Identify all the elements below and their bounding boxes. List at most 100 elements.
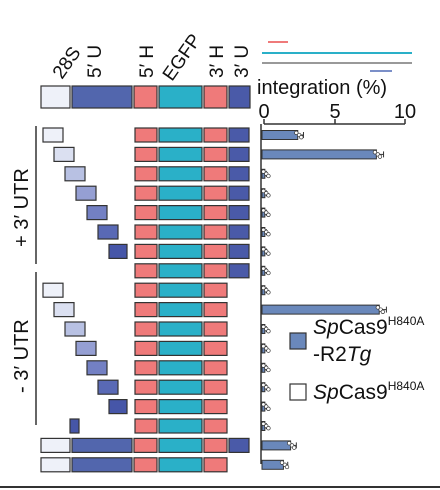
- replicate-point: [261, 188, 266, 194]
- row-3h: [203, 379, 228, 395]
- row-5h: [134, 360, 158, 376]
- row-egfp: [158, 457, 203, 473]
- row-5u: [71, 457, 133, 473]
- staircase-block: [86, 360, 108, 376]
- legend-line2-pre: -R2: [313, 343, 347, 366]
- replicate-point: [261, 266, 266, 271]
- legend-swatch-plain: [289, 383, 307, 401]
- replicate-point: [284, 464, 290, 470]
- legend-text-1: Cas9: [339, 316, 388, 339]
- staircase-block: [75, 340, 97, 356]
- row-5h: [134, 205, 158, 221]
- row-5h: [134, 302, 158, 318]
- legend-italic-1: Sp: [313, 316, 339, 339]
- segment-5h: [133, 85, 158, 109]
- row-3h: [203, 437, 228, 453]
- row-3h: [203, 321, 228, 337]
- integration-bar: [261, 149, 377, 160]
- legend-label-r2tg-line1: SpCas9H840A: [313, 314, 424, 339]
- replicate-point: [266, 212, 271, 217]
- row-group-labels: + 3′ UTR - 3′ UTR: [11, 126, 37, 425]
- mini-schematic: [262, 41, 412, 72]
- row-3u: [228, 146, 250, 162]
- staircase-block: [86, 205, 108, 221]
- segment-28s: [40, 85, 71, 109]
- row-egfp: [158, 166, 203, 182]
- row-egfp: [158, 282, 203, 298]
- replicate-point: [377, 154, 383, 159]
- replicate-point: [294, 130, 299, 135]
- replicate-point: [261, 227, 266, 232]
- integration-bar: [261, 304, 380, 315]
- row-3h: [203, 418, 228, 434]
- tick-label-0: 0: [258, 101, 269, 123]
- staircase-block: [64, 166, 86, 182]
- replicate-point: [261, 421, 266, 426]
- row-3u: [228, 185, 250, 201]
- header-egfp: EGFP: [159, 30, 206, 84]
- header-3u: 3′ U: [232, 45, 253, 78]
- replicate-point: [266, 193, 271, 198]
- header-3h: 3′ H: [207, 45, 228, 78]
- legend-text-2: Cas9: [339, 381, 388, 404]
- row-3h: [203, 205, 228, 221]
- row-egfp: [158, 360, 203, 376]
- legend-line2-italic: Tg: [347, 343, 372, 366]
- row-3h: [203, 360, 228, 376]
- row-egfp: [158, 399, 203, 415]
- integration-bars: [261, 130, 387, 470]
- replicate-point: [261, 247, 266, 252]
- segment-3u: [228, 85, 251, 109]
- replicate-point: [261, 169, 266, 174]
- replicate-point: [266, 426, 271, 431]
- row-28s: [40, 457, 71, 473]
- row-3u: [228, 224, 250, 240]
- replicate-point: [261, 382, 266, 388]
- replicate-point: [266, 270, 271, 276]
- row-3h: [203, 166, 228, 182]
- row-3h: [203, 282, 228, 298]
- replicate-point: [261, 208, 266, 213]
- row-5h: [134, 166, 158, 182]
- replicate-point: [375, 305, 380, 310]
- row-5h: [134, 127, 158, 143]
- row-egfp: [158, 340, 203, 356]
- row-egfp: [158, 321, 203, 337]
- segment-egfp: [158, 85, 203, 109]
- replicate-point: [266, 173, 271, 179]
- legend-sup-1: H840A: [388, 314, 425, 328]
- row-3u: [228, 127, 250, 143]
- row-3u: [228, 166, 250, 182]
- header-5u: 5′ U: [85, 45, 106, 78]
- row-5h: [134, 243, 158, 259]
- row-egfp: [158, 379, 203, 395]
- header-5h: 5′ H: [137, 45, 158, 78]
- staircase-block: [108, 399, 128, 415]
- replicate-point: [287, 441, 292, 446]
- row-3h: [203, 224, 228, 240]
- replicate-point: [261, 324, 266, 329]
- row-28s: [40, 437, 71, 453]
- row-5h: [134, 185, 158, 201]
- bottom-border: [0, 486, 440, 488]
- row-egfp: [158, 146, 203, 162]
- staircase-block: [64, 321, 86, 337]
- staircase-block: [108, 243, 128, 259]
- row-egfp: [158, 127, 203, 143]
- row-5h: [134, 340, 158, 356]
- segment-3h: [203, 85, 228, 109]
- replicate-point: [292, 445, 297, 450]
- row-5h: [134, 146, 158, 162]
- tick-label-5: 5: [329, 101, 340, 123]
- replicate-point: [261, 344, 266, 349]
- row-3u: [228, 437, 250, 453]
- replicate-point: [266, 406, 271, 411]
- row-5h: [134, 379, 158, 395]
- replicate-point: [266, 290, 271, 295]
- staircase-block: [69, 418, 80, 434]
- replicate-point: [299, 135, 304, 140]
- row-3h: [203, 340, 228, 356]
- replicate-point: [380, 309, 385, 314]
- row-3u: [228, 263, 250, 279]
